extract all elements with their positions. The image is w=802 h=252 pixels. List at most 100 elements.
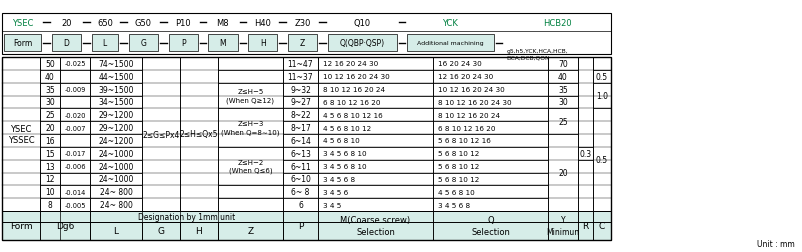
Bar xyxy=(60,83,90,96)
Text: 20: 20 xyxy=(61,18,71,27)
Bar xyxy=(60,173,90,185)
Text: 24~1000: 24~1000 xyxy=(98,162,133,171)
Text: 40: 40 xyxy=(557,73,567,81)
Bar xyxy=(90,58,142,71)
Text: P: P xyxy=(180,39,185,48)
Bar xyxy=(180,185,217,198)
Text: Additional machining: Additional machining xyxy=(416,41,483,46)
Text: 1.0: 1.0 xyxy=(595,92,607,101)
Bar xyxy=(142,58,180,211)
Text: 34~1500: 34~1500 xyxy=(98,98,134,107)
Bar xyxy=(432,83,547,96)
Text: 6~13: 6~13 xyxy=(290,149,310,158)
Bar xyxy=(592,135,610,147)
Bar xyxy=(547,160,577,173)
Text: 4 5 6 8 10: 4 5 6 8 10 xyxy=(322,138,359,144)
Bar xyxy=(142,83,180,96)
Text: 5 6 8 10 12: 5 6 8 10 12 xyxy=(437,176,479,182)
Bar xyxy=(2,58,610,240)
Bar xyxy=(60,198,90,211)
Bar xyxy=(40,160,60,173)
Bar xyxy=(577,71,592,83)
Bar xyxy=(2,211,40,240)
Bar xyxy=(547,83,577,96)
Bar xyxy=(217,185,282,198)
Bar xyxy=(282,122,318,135)
Bar xyxy=(60,71,90,83)
Bar xyxy=(40,71,60,83)
Text: 3 4 5 6 8 10: 3 4 5 6 8 10 xyxy=(322,164,367,169)
Bar xyxy=(142,122,180,135)
Bar xyxy=(282,58,318,71)
Text: Form: Form xyxy=(10,221,32,230)
Bar xyxy=(60,96,90,109)
Text: 25: 25 xyxy=(557,117,567,126)
Bar xyxy=(318,83,432,96)
Bar xyxy=(40,173,60,185)
Bar xyxy=(2,14,610,55)
Text: -0.017: -0.017 xyxy=(64,151,86,157)
Text: -0.007: -0.007 xyxy=(64,125,86,131)
Bar xyxy=(2,58,40,211)
Bar xyxy=(90,198,142,211)
Bar xyxy=(577,211,592,240)
Bar xyxy=(217,83,282,96)
Bar xyxy=(592,147,610,160)
Bar xyxy=(577,160,592,173)
Bar xyxy=(577,135,592,147)
Text: 0.5: 0.5 xyxy=(595,155,607,165)
Bar xyxy=(180,198,217,211)
Text: P10: P10 xyxy=(175,18,191,27)
Bar xyxy=(318,109,432,122)
Bar xyxy=(91,35,118,52)
Bar xyxy=(217,222,282,240)
Bar xyxy=(208,35,237,52)
Bar xyxy=(2,135,40,147)
Bar xyxy=(547,96,577,109)
Bar xyxy=(40,58,60,71)
Text: Z≤H−3
(When Q=8∼10): Z≤H−3 (When Q=8∼10) xyxy=(221,121,279,135)
Text: 30: 30 xyxy=(45,98,55,107)
Bar xyxy=(547,185,577,198)
Text: 13: 13 xyxy=(45,162,55,171)
Bar xyxy=(432,109,547,122)
Bar xyxy=(547,71,577,83)
Text: 9~27: 9~27 xyxy=(290,98,310,107)
Bar xyxy=(577,96,592,109)
Bar xyxy=(547,211,577,240)
Bar xyxy=(282,109,318,122)
Text: 6: 6 xyxy=(298,200,302,209)
Bar xyxy=(60,135,90,147)
Bar xyxy=(90,135,142,147)
Bar xyxy=(2,147,40,160)
Bar xyxy=(2,160,40,173)
Bar xyxy=(592,198,610,211)
Bar xyxy=(60,135,90,147)
Bar xyxy=(142,109,180,122)
Bar xyxy=(282,71,318,83)
Bar xyxy=(90,96,142,109)
Text: 20: 20 xyxy=(557,168,567,177)
Bar xyxy=(217,109,282,147)
Bar xyxy=(142,135,180,147)
Bar xyxy=(60,147,90,160)
Bar xyxy=(432,160,547,173)
Bar xyxy=(318,96,432,109)
Text: Z≤H−2
(When Q≤6): Z≤H−2 (When Q≤6) xyxy=(229,159,272,174)
Bar xyxy=(217,198,282,211)
Text: 15: 15 xyxy=(45,149,55,158)
Bar xyxy=(40,109,60,122)
Bar xyxy=(547,198,577,211)
Text: 35: 35 xyxy=(45,85,55,94)
Text: Z≤H−5
(When Q≥12): Z≤H−5 (When Q≥12) xyxy=(226,89,274,103)
Text: 70: 70 xyxy=(557,60,567,69)
Bar xyxy=(180,96,217,109)
Bar xyxy=(60,147,90,160)
Text: 6 8 10 12 16 20: 6 8 10 12 16 20 xyxy=(437,125,495,131)
Bar xyxy=(318,71,432,83)
Bar xyxy=(318,198,432,211)
Bar xyxy=(90,173,142,185)
Bar xyxy=(547,135,577,211)
Text: 4 5 6 8 10: 4 5 6 8 10 xyxy=(437,189,474,195)
Bar xyxy=(432,211,547,240)
